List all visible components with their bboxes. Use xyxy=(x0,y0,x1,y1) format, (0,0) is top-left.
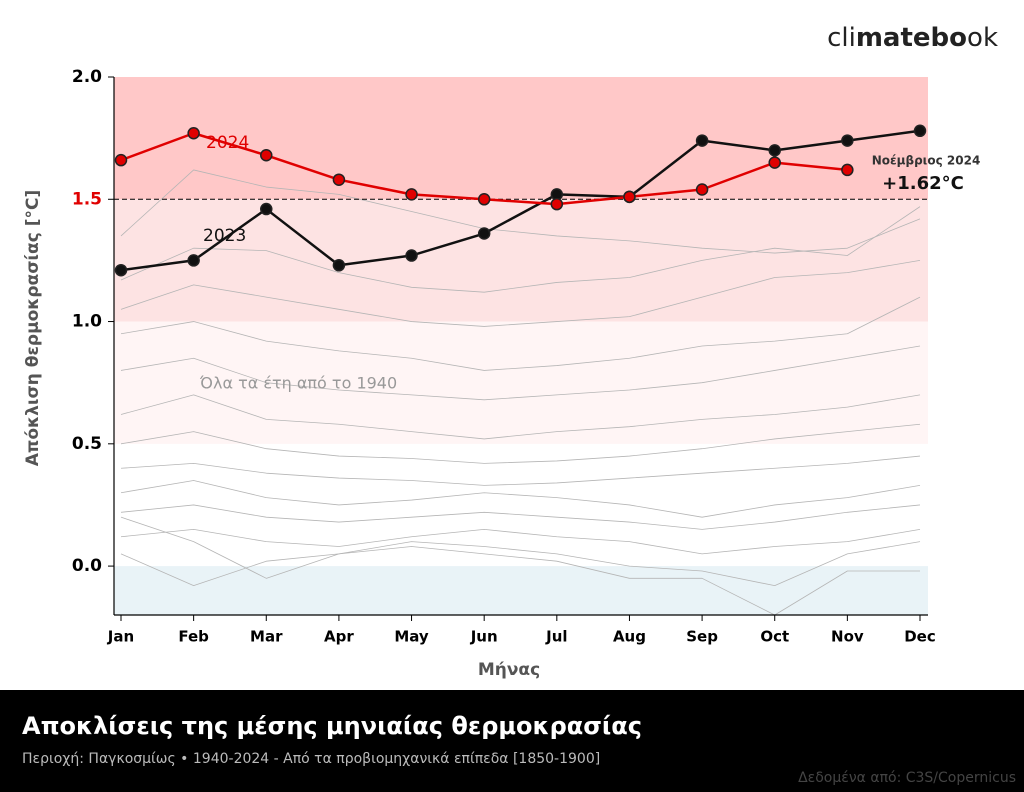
background-line xyxy=(120,423,921,464)
background-line xyxy=(120,504,921,530)
y-tick-label: 1.0 xyxy=(72,312,102,332)
background-line xyxy=(120,169,921,254)
y-axis-label: Απόκλιση θερμοκρασίας [°C] xyxy=(23,190,43,466)
subtitle: Περιοχή: Παγκοσμίως • 1940-2024 - Από τα… xyxy=(22,751,600,767)
x-tick-label: Jul xyxy=(545,628,567,646)
point xyxy=(695,183,709,196)
point xyxy=(913,124,927,138)
band xyxy=(114,77,928,200)
background-line xyxy=(120,455,921,486)
x-tick-label: Sep xyxy=(686,628,718,646)
y-tick-label: 2.0 xyxy=(72,67,102,87)
background-line xyxy=(120,394,921,440)
background-line xyxy=(120,296,921,371)
annotation: 2023 xyxy=(203,226,246,246)
point xyxy=(477,193,491,206)
x-tick-label: Dec xyxy=(904,628,936,646)
annotation: Όλα τα έτη από το 1940 xyxy=(199,374,397,393)
point xyxy=(114,263,128,277)
point xyxy=(768,156,781,169)
point xyxy=(260,202,273,216)
point xyxy=(550,197,564,211)
point xyxy=(260,149,273,162)
point xyxy=(332,173,346,186)
x-tick-label: Jan xyxy=(107,628,134,646)
logo-part: cli xyxy=(827,23,856,53)
annotation: +1.62°C xyxy=(882,173,964,194)
background-line xyxy=(120,206,921,293)
point xyxy=(114,153,128,167)
logo-part: matebo xyxy=(856,23,967,53)
y-tick-label: 1.5 xyxy=(72,189,102,209)
y-tick-label: 0.5 xyxy=(72,434,102,454)
band xyxy=(114,199,928,322)
x-tick-label: Nov xyxy=(831,628,864,646)
annotation: Νοέμβριος 2024 xyxy=(872,154,981,168)
annotation: 2024 xyxy=(206,133,249,153)
title: Αποκλίσεις της μέσης μηνιαίας θερμοκρασί… xyxy=(22,712,642,740)
source: Δεδομένα από: C3S/Copernicus xyxy=(798,770,1016,786)
band xyxy=(114,566,928,615)
logo-part: ok xyxy=(967,23,998,53)
plot: 0.0 0.5 1.0 1.5 2.0 Jan Feb Mar Apr May Jun Jul Aug S… xyxy=(72,67,980,646)
point xyxy=(695,134,709,147)
x-tick-label: Jun xyxy=(470,628,498,646)
background-line xyxy=(120,516,921,587)
point xyxy=(623,190,636,204)
x-tick-label: Aug xyxy=(613,628,646,646)
background-line xyxy=(120,546,920,616)
point xyxy=(477,227,491,240)
background-line xyxy=(120,345,921,401)
logo: climatebook xyxy=(827,23,998,53)
point xyxy=(768,144,781,157)
point xyxy=(405,249,418,262)
band xyxy=(114,321,928,444)
series-line xyxy=(120,129,921,272)
x-tick-label: Apr xyxy=(324,628,354,646)
point xyxy=(841,163,854,177)
point xyxy=(405,188,418,201)
point xyxy=(332,259,346,272)
x-tick-label: May xyxy=(394,628,429,646)
footer xyxy=(0,690,1024,792)
point xyxy=(187,126,200,140)
x-tick-label: Oct xyxy=(760,628,789,646)
x-axis-label: Μήνας xyxy=(478,660,540,680)
point xyxy=(187,254,200,267)
background-line xyxy=(120,480,921,518)
background-line xyxy=(120,529,921,555)
x-tick-label: Mar xyxy=(250,628,283,646)
point xyxy=(841,134,854,147)
y-tick-label: 0.0 xyxy=(72,556,102,576)
x-tick-label: Feb xyxy=(178,628,209,646)
background-line xyxy=(120,260,921,327)
